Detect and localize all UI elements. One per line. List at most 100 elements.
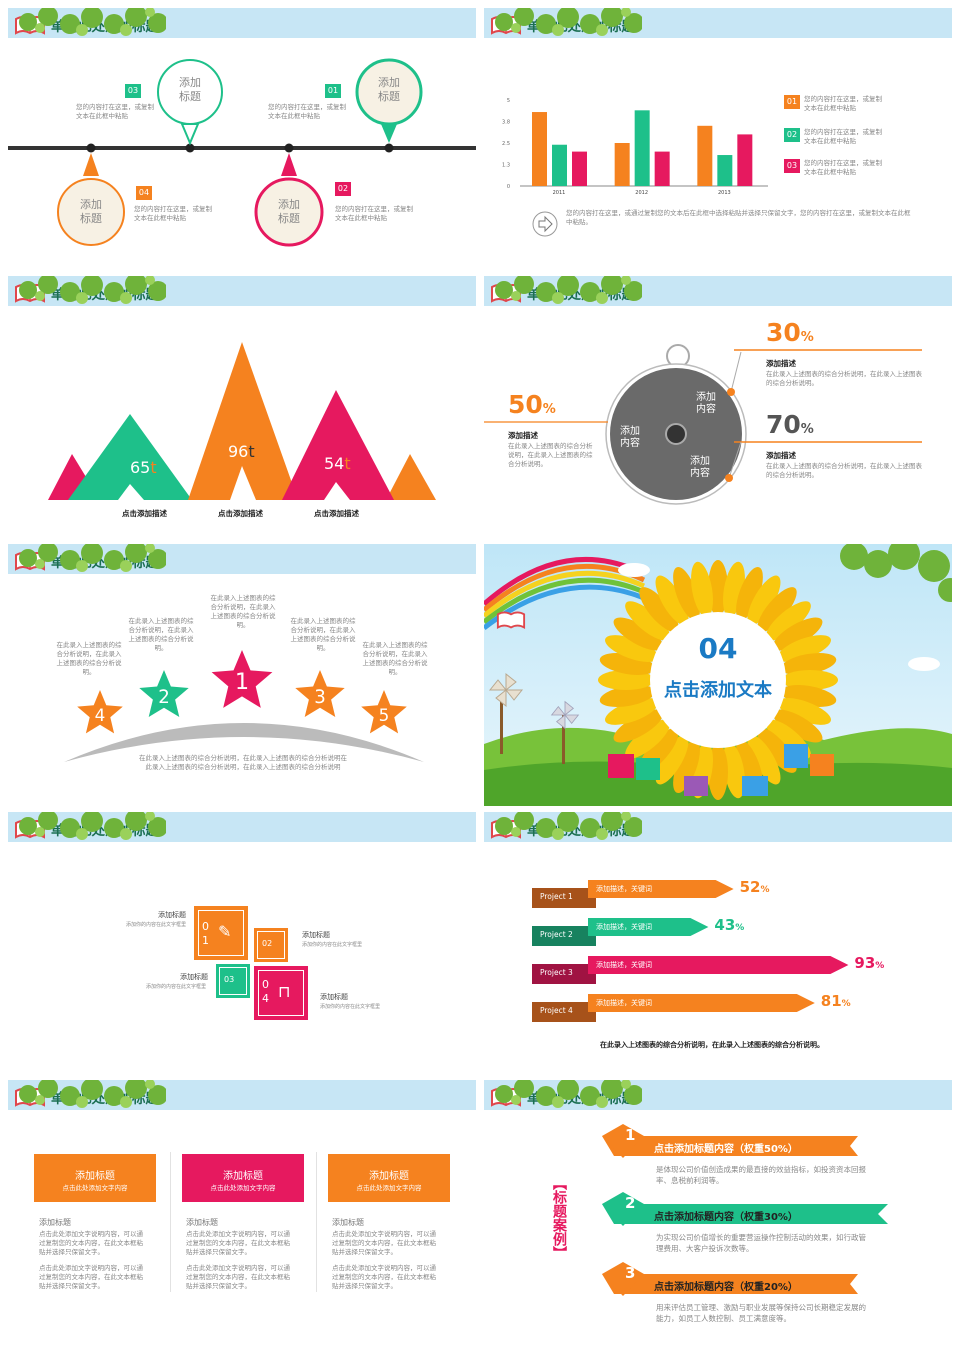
petal (736, 567, 763, 621)
slide-squares[interactable]: 单击此处添加标题 0 1✎ 02 03 0 4⊓ 添加标题 添加你的内容在此文字… (8, 812, 476, 1074)
bubble-title: 添加 标题 (278, 198, 300, 225)
row-number: 3 (625, 1264, 636, 1282)
card-header[interactable]: 添加标题 点击此处添加文字内容 (328, 1154, 450, 1202)
percent-70: 70% (766, 410, 814, 439)
petal (708, 560, 728, 616)
legend-desc: 您的内容打在这里，或复制文本在此框中粘贴 (804, 128, 882, 145)
petal (747, 734, 781, 785)
bar-chart: 0 1.3 2.5 3.8 5 2011 2012 2013 (502, 98, 768, 196)
square-02: 02 (254, 928, 288, 962)
y-tick-label: 1.3 (502, 163, 510, 169)
item-desc: 添加你的内容在此文字框里 (145, 984, 206, 990)
row-title[interactable]: 点击添加标题内容（权重50%） (654, 1144, 798, 1155)
project-name: Project 2 (540, 930, 573, 939)
step-desc: 您的内容打在这里，或复制文本在此框中粘贴 (268, 103, 346, 120)
project-arrow (588, 918, 709, 936)
leaves-decoration (495, 1080, 642, 1108)
slide-section-cover[interactable]: 04 点击添加文本 (484, 544, 952, 806)
peak-label: 点击添加描述 (314, 509, 359, 518)
petal (772, 709, 823, 743)
bar (717, 155, 733, 186)
card-heading: 添加标题 (39, 1218, 71, 1227)
pinwheel-icon (488, 672, 524, 708)
project-tab (532, 888, 596, 908)
project-arrow (588, 994, 815, 1012)
petal (691, 561, 714, 618)
stopwatch-dial (484, 344, 922, 505)
petal (777, 635, 831, 662)
project-desc: 添加描述，关键词 (596, 999, 652, 1007)
timeline-graphic (8, 58, 476, 247)
star-number: 5 (379, 705, 390, 725)
project-name: Project 3 (540, 968, 573, 977)
project-percent: 81% (820, 992, 851, 1010)
divider (170, 1152, 171, 1292)
card-text: 点击此处添加文字说明内容，可以通过复制您的文本内容，在此文本框粘贴并选择只保留文… (332, 1264, 436, 1290)
mountain-chart (48, 342, 436, 500)
star-shape (361, 690, 407, 734)
star-text: 在此录入上述图表的综合分析说明，在此录入上述图表的综合分析说明。 (290, 617, 356, 652)
card-header[interactable]: 添加标题 点击此处添加文字内容 (182, 1154, 304, 1202)
slide-header: 单击此处添加标题 (484, 1080, 952, 1110)
petal (655, 575, 689, 626)
slide-projects[interactable]: 单击此处添加标题 Project 1 添加描述，关键词 52% Project 2 添加… (484, 812, 952, 1074)
peak-label: 点击添加描述 (122, 509, 167, 518)
slide-header: 单击此处添加标题 (8, 1080, 476, 1110)
dial-label: 添加 内容 (690, 456, 710, 479)
square-03: 03 (216, 964, 250, 998)
petal (599, 684, 656, 707)
slide-header: 单击此处添加标题 (484, 8, 952, 38)
bar (654, 151, 670, 186)
slide-header: 单击此处添加标题 (8, 544, 476, 574)
item-title: 添加标题 (158, 911, 186, 919)
slide-timeline[interactable]: 单击此处添加标题 添加 标题 添加 标题 添加 标题 添加 标题 03 您的内容… (8, 8, 476, 270)
row-title[interactable]: 点击添加标题内容（权重20%） (654, 1282, 798, 1293)
bar (552, 144, 567, 186)
petal (613, 617, 664, 651)
petal (708, 744, 728, 800)
y-tick-label: 3.8 (502, 120, 510, 126)
card-text: 点击此处添加文字说明内容，可以通过复制您的文本内容，在此文本框粘贴并选择只保留文… (186, 1230, 290, 1256)
peak-label: 点击添加描述 (218, 509, 263, 518)
petal (605, 635, 659, 662)
slide-header: 单击此处添加标题 (8, 8, 476, 38)
bar (532, 112, 547, 186)
slide-three-cards[interactable]: 单击此处添加标题 添加标题 点击此处添加文字内容 添加标题 点击此处添加文字说明… (8, 1080, 476, 1342)
card-heading: 添加标题 (332, 1218, 364, 1227)
side-label: 【标题案例】 (551, 1176, 567, 1260)
petal (747, 575, 781, 626)
slide-bar-chart[interactable]: 单击此处添加标题 0 1.3 2.5 3.8 5 2011 2012 2013 01 您的内容… (484, 8, 952, 270)
slide-mountains[interactable]: 单击此处添加标题 65t 96t 54t 点击添加描述 点击添加描述 点击添加描… (8, 276, 476, 538)
petal (777, 698, 831, 725)
star-shape (139, 670, 189, 717)
sunflower-scene (484, 544, 952, 806)
slide-dial[interactable]: 单击此处添加标题 50% 30% 70% 添加描述 在此录入上述图表的综合分析说… (484, 276, 952, 538)
project-desc: 添加描述，关键词 (596, 885, 652, 893)
project-percent: 52% (739, 878, 770, 896)
leaves-decoration (19, 812, 166, 840)
desc-text: 在此录入上述图表的综合分析说明，在此录入上述图表的综合分析说明。 (508, 442, 593, 468)
project-caption: 在此录入上述图表的综合分析说明，在此录入上述图表的综合分析说明。 (600, 1041, 824, 1049)
step-number: 02 (335, 182, 351, 196)
section-title[interactable]: 点击添加文本 (664, 680, 772, 701)
slide-weighted-list[interactable]: 单击此处添加标题 【标题案例】 1 点击添加标题内容（权重50%） 是体现公司价… (484, 1080, 952, 1342)
bubble-title: 添加 标题 (378, 76, 400, 103)
project-arrows (532, 880, 849, 1022)
row-title[interactable]: 点击添加标题内容（权重30%） (654, 1212, 798, 1223)
star-shape (77, 690, 123, 734)
y-tick-label: 2.5 (502, 141, 510, 147)
project-tab (532, 1002, 596, 1022)
slide-stars[interactable]: 单击此处添加标题 1 2 3 4 5 在此录入上述图表的综合分析说明，在此录入上述图表的… (8, 544, 476, 806)
petal (782, 670, 838, 690)
card-text: 点击此处添加文字说明内容，可以通过复制您的文本内容，在此文本框粘贴并选择只保留文… (39, 1264, 143, 1290)
card-header[interactable]: 添加标题 点击此处添加文字内容 (34, 1154, 156, 1202)
x-tick-label: 2013 (718, 190, 731, 196)
bar (614, 143, 630, 186)
petal (757, 587, 797, 632)
step-number: 03 (125, 84, 141, 98)
bubble-title: 添加 标题 (80, 198, 102, 225)
legend-desc: 您的内容打在这里，或复制文本在此框中粘贴 (804, 95, 882, 112)
petal (766, 601, 811, 641)
stars-graphic: 1 2 3 4 5 (64, 650, 424, 762)
step-desc: 您的内容打在这里，或复制文本在此框中粘贴 (134, 205, 212, 222)
